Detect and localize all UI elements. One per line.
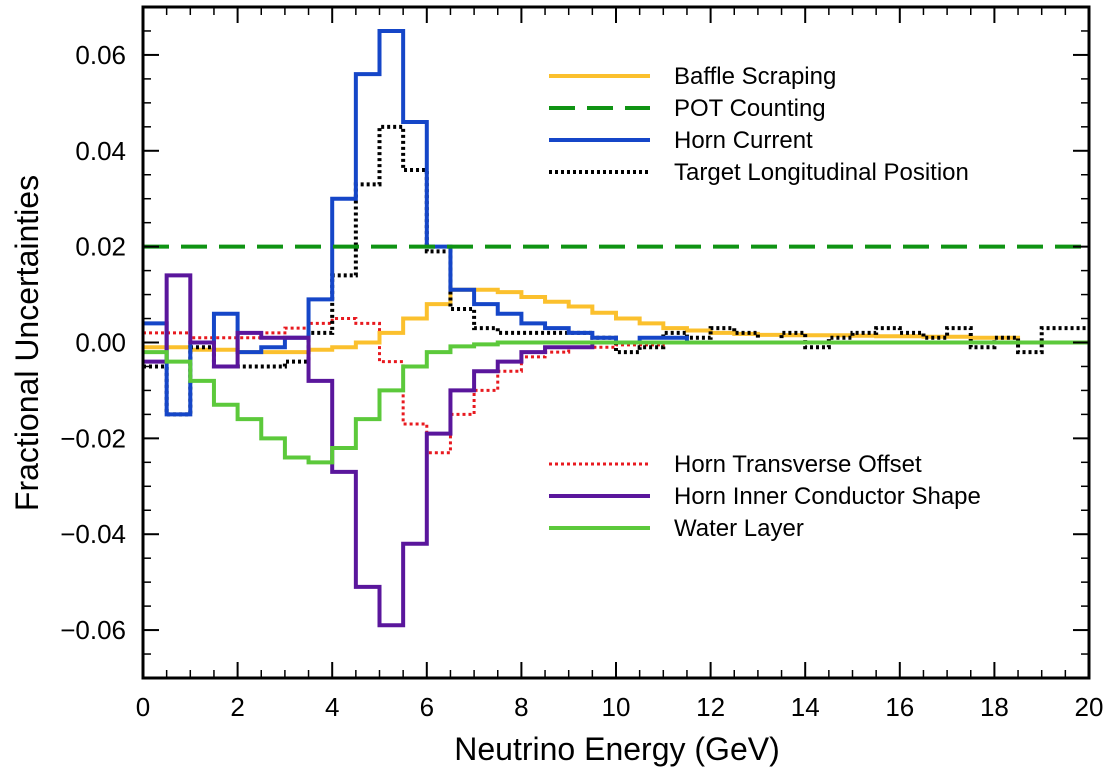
x-tick-label: 2 bbox=[230, 692, 244, 722]
x-tick-label: 10 bbox=[602, 692, 631, 722]
series-layer bbox=[143, 28, 1089, 628]
legend-label-baffle-scraping: Baffle Scraping bbox=[674, 63, 836, 90]
x-tick-label: 20 bbox=[1075, 692, 1104, 722]
y-axis-title: Fractional Uncertainties bbox=[9, 175, 45, 511]
x-tick-label: 12 bbox=[696, 692, 725, 722]
x-tick-label: 18 bbox=[980, 692, 1009, 722]
y-tick-label: 0.02 bbox=[75, 232, 126, 262]
ticks-layer: 0 2 4 6 8 10 12 14 16 18 20 −0.06 −0.04 −0.02 0.00 0.02… bbox=[60, 7, 1103, 722]
y-tick-label: 0.06 bbox=[75, 40, 126, 70]
legend-label-horn-current: Horn Current bbox=[674, 127, 813, 154]
legend-label-water-layer: Water Layer bbox=[674, 515, 804, 542]
legend-label-pot-counting: POT Counting bbox=[674, 95, 826, 122]
y-tick-label: 0.00 bbox=[75, 328, 126, 358]
legend-lower: Horn Transverse Offset Horn Inner Conduct… bbox=[549, 451, 981, 542]
x-tick-label: 8 bbox=[514, 692, 528, 722]
plot-frame bbox=[141, 5, 1091, 680]
series-target-longitudinal-position bbox=[143, 124, 1089, 417]
y-tick-label: 0.04 bbox=[75, 136, 126, 166]
legend-label-horn-transverse-offset: Horn Transverse Offset bbox=[674, 451, 922, 478]
x-tick-label: 16 bbox=[885, 692, 914, 722]
y-tick-label: −0.04 bbox=[60, 519, 126, 549]
x-axis-title: Neutrino Energy (GeV) bbox=[454, 731, 779, 767]
y-tick-label: −0.06 bbox=[60, 615, 126, 645]
x-tick-label: 6 bbox=[420, 692, 434, 722]
legend-label-horn-inner-conductor-shape: Horn Inner Conductor Shape bbox=[674, 483, 981, 510]
series-baffle-scraping bbox=[143, 287, 1089, 355]
legend-label-target-longitudinal-position: Target Longitudinal Position bbox=[674, 159, 969, 186]
legend-upper: Baffle Scraping POT Counting Horn Current T… bbox=[549, 63, 969, 186]
series-water-layer bbox=[143, 340, 1089, 465]
y-tick-label: −0.02 bbox=[60, 423, 126, 453]
x-tick-label: 4 bbox=[325, 692, 339, 722]
x-tick-label: 14 bbox=[791, 692, 820, 722]
x-tick-label: 0 bbox=[136, 692, 150, 722]
series-horn-transverse-offset bbox=[143, 317, 1089, 455]
